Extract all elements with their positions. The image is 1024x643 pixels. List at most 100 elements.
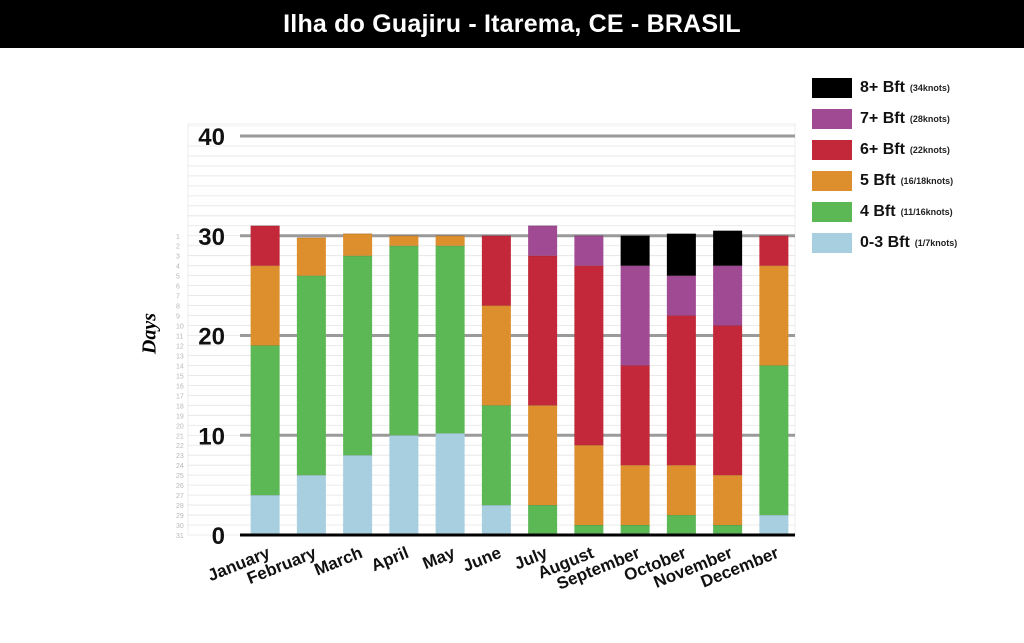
day-number-label: 2 [176,244,180,251]
day-number-label: 5 [176,274,180,281]
bar-segment [666,315,696,466]
day-number-label: 23 [176,453,184,460]
bar-segment [574,235,604,266]
day-number-label: 12 [176,343,184,350]
day-number-label: 24 [176,463,184,470]
bar-segment [435,433,465,535]
y-tick-label: 40 [198,124,225,151]
bar-segment [759,515,789,535]
legend-note: (22knots) [909,144,950,155]
bar-segment [528,505,558,535]
legend-note: (11/16knots) [900,206,953,217]
legend-swatch [812,108,852,129]
bar-segment [620,465,650,526]
day-number-label: 1 [176,234,180,241]
y-tick-label: 20 [198,324,225,351]
legend-item: 5 Bft (16/18knots) [812,165,1017,196]
bar-segment [250,345,280,496]
day-number-label: 8 [176,304,180,311]
day-number-label: 6 [176,284,180,291]
day-number-label: 25 [176,473,184,480]
bar-segment [296,275,326,476]
bar-segment [343,255,373,456]
bar-segment [713,325,743,476]
bar-segment [713,525,743,535]
bar-segment [713,265,743,326]
legend-item: 4 Bft (11/16knots) [812,196,1017,227]
day-number-label: 21 [176,433,184,440]
legend-item: 0-3 Bft (1/7knots) [812,227,1017,258]
bar-segment [528,255,558,406]
chart-legend: 8+ Bft (34knots) 7+ Bft (28knots) 6+ Bft (22k… [812,72,1017,258]
bar-segment [435,245,465,434]
legend-label: 8+ Bft [860,78,905,96]
major-gridlines [240,134,795,437]
bar-segment [481,305,511,406]
bar-segment [250,225,280,266]
day-number-label: 14 [176,363,184,370]
bar-segment [389,245,419,436]
bar-segment [574,265,604,446]
day-number-label: 7 [176,294,180,301]
day-number-label: 29 [176,513,184,520]
bar-segment [620,365,650,466]
legend-label: 5 Bft [860,171,896,189]
bar-segment [620,265,650,366]
bar-segment [481,505,511,535]
bar-segment [620,235,650,266]
day-number-label: 17 [176,393,184,400]
bar-segment [713,475,743,526]
day-number-label: 19 [176,413,184,420]
bar-segment [389,435,419,535]
day-number-label: 26 [176,483,184,490]
bar-segment [759,365,789,516]
bar-segment [620,525,650,535]
x-tick-label: March [312,543,366,579]
day-number-label: 16 [176,383,184,390]
y-tick-label: 0 [212,523,225,550]
bar-segment [435,235,465,246]
bar-segment [389,235,419,246]
x-tick-label: April [368,543,411,575]
bar-segment [574,445,604,526]
legend-label: 7+ Bft [860,109,905,127]
legend-swatch [812,77,852,98]
legend-label: 4 Bft [860,202,896,220]
legend-label: 6+ Bft [860,140,905,158]
y-tick-labels: 0 10 20 30 40 [198,124,225,550]
bar-segment [250,265,280,346]
day-number-label: 18 [176,403,184,410]
legend-item: 8+ Bft (34knots) [812,72,1017,103]
day-number-labels: 1234567891011121314151617181920212223242… [176,234,184,540]
bar-segment [666,233,696,276]
chart-title-bar: Ilha do Guajiru - Itarema, CE - BRASIL [0,0,1024,48]
legend-swatch [812,170,852,191]
bar-segment [481,235,511,306]
day-number-label: 31 [176,533,184,540]
legend-item: 6+ Bft (22knots) [812,134,1017,165]
x-tick-label: May [420,543,458,573]
day-number-label: 11 [176,334,183,341]
legend-item: 7+ Bft (28knots) [812,103,1017,134]
chart-title: Ilha do Guajiru - Itarema, CE - BRASIL [283,9,741,38]
bar-segment [666,275,696,316]
day-number-label: 27 [176,493,184,500]
day-number-label: 22 [176,443,184,450]
y-tick-label: 30 [198,224,225,251]
bar-segment [759,235,789,266]
legend-label: 0-3 Bft [860,233,910,251]
x-tick-label: June [460,543,504,575]
legend-note: (16/18knots) [900,175,954,186]
y-axis-label: Days [138,312,161,355]
bar-segment [759,265,789,366]
legend-swatch [812,139,852,160]
legend-note: (34knots) [909,82,950,93]
bar-segment [481,405,511,506]
legend-note: (28knots) [909,113,950,124]
bar-segment [296,475,326,535]
day-number-label: 13 [176,353,184,360]
legend-swatch [812,201,852,222]
bar-segment [343,233,373,256]
day-number-label: 20 [176,423,184,430]
